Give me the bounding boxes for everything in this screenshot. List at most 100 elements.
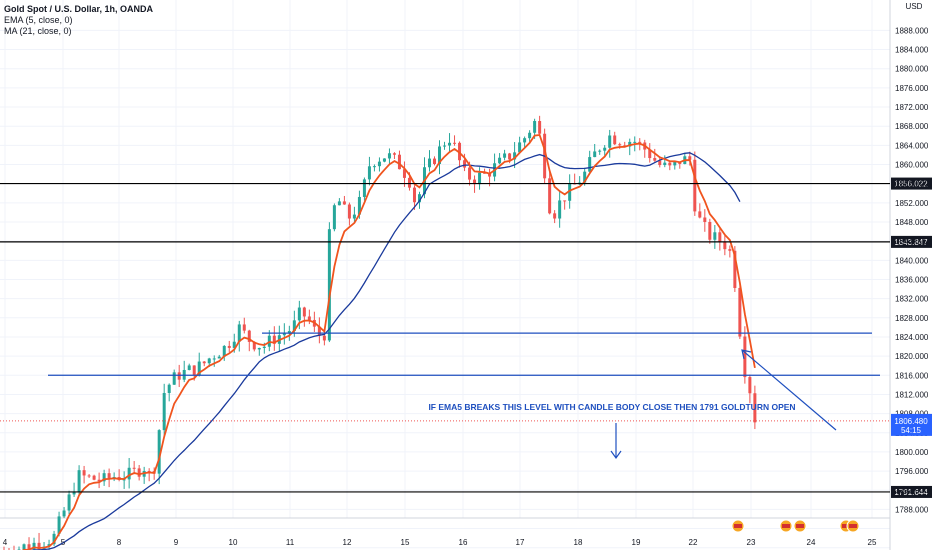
candle-body[interactable]	[708, 221, 712, 240]
candle-body[interactable]	[548, 178, 552, 214]
candle-body[interactable]	[297, 307, 301, 321]
candle-body[interactable]	[397, 154, 401, 170]
annotation-text[interactable]: IF EMA5 BREAKS THIS LEVEL WITH CANDLE BO…	[428, 402, 795, 412]
candle-body[interactable]	[202, 361, 206, 364]
candle-body[interactable]	[753, 393, 757, 423]
candle-body[interactable]	[342, 201, 346, 205]
candle-body[interactable]	[207, 358, 211, 364]
candle-body[interactable]	[693, 159, 697, 212]
candle-body[interactable]	[387, 153, 391, 159]
candle-body[interactable]	[463, 160, 467, 168]
candle-body[interactable]	[272, 335, 276, 344]
candle-body[interactable]	[192, 365, 196, 375]
candle-body[interactable]	[287, 331, 291, 334]
candle-body[interactable]	[347, 204, 351, 219]
candle-body[interactable]	[743, 336, 747, 378]
candle-body[interactable]	[362, 179, 366, 197]
candle-body[interactable]	[82, 470, 86, 476]
ma21-line[interactable]	[24, 152, 741, 550]
candle-body[interactable]	[688, 156, 692, 160]
candle-body[interactable]	[227, 345, 231, 348]
candle-body[interactable]	[608, 135, 612, 148]
candle-body[interactable]	[147, 471, 151, 473]
candle-body[interactable]	[568, 183, 572, 201]
candle-body[interactable]	[668, 162, 672, 166]
candle-body[interactable]	[222, 345, 226, 357]
candle-body[interactable]	[488, 172, 492, 177]
candle-body[interactable]	[72, 492, 76, 495]
candle-body[interactable]	[322, 335, 326, 341]
candle-body[interactable]	[187, 365, 191, 370]
ema-indicator-label[interactable]: EMA (5, close, 0)	[4, 15, 73, 25]
candle-body[interactable]	[172, 372, 176, 385]
candle-body[interactable]	[628, 141, 632, 147]
candle-body[interactable]	[593, 151, 597, 158]
candle-body[interactable]	[478, 172, 482, 185]
candle-body[interactable]	[443, 145, 447, 147]
candle-body[interactable]	[177, 372, 181, 380]
candle-body[interactable]	[728, 249, 732, 251]
candle-body[interactable]	[412, 187, 416, 203]
candle-body[interactable]	[87, 475, 91, 477]
candle-body[interactable]	[242, 324, 246, 331]
candle-body[interactable]	[67, 494, 71, 511]
candle-body[interactable]	[698, 211, 702, 218]
candle-body[interactable]	[302, 307, 306, 317]
candle-body[interactable]	[327, 229, 331, 341]
candle-body[interactable]	[638, 141, 642, 143]
candle-body[interactable]	[232, 341, 236, 348]
candle-body[interactable]	[598, 150, 602, 152]
candle-body[interactable]	[407, 177, 411, 188]
candle-body[interactable]	[252, 341, 256, 350]
candle-body[interactable]	[503, 153, 507, 158]
candle-body[interactable]	[132, 467, 136, 469]
candle-body[interactable]	[392, 153, 396, 155]
candle-body[interactable]	[483, 172, 487, 174]
candle-body[interactable]	[127, 467, 131, 480]
candle-body[interactable]	[553, 213, 557, 219]
candle-body[interactable]	[402, 169, 406, 178]
candle-body[interactable]	[137, 468, 141, 477]
candle-body[interactable]	[257, 347, 261, 350]
candle-body[interactable]	[458, 142, 462, 161]
symbol-title[interactable]: Gold Spot / U.S. Dollar, 1h, OANDA	[4, 4, 154, 14]
candle-body[interactable]	[603, 147, 607, 151]
candle-body[interactable]	[468, 167, 472, 180]
diagonal-arrow-shaft[interactable]	[741, 349, 837, 431]
candle-body[interactable]	[247, 330, 251, 342]
candle-body[interactable]	[217, 356, 221, 359]
candle-body[interactable]	[633, 141, 637, 143]
candle-body[interactable]	[663, 162, 667, 166]
candle-body[interactable]	[718, 232, 722, 243]
candle-body[interactable]	[357, 196, 361, 215]
candle-body[interactable]	[22, 544, 26, 550]
candle-body[interactable]	[317, 326, 321, 336]
candle-body[interactable]	[713, 232, 717, 240]
candle-body[interactable]	[52, 533, 56, 545]
candle-body[interactable]	[588, 157, 592, 172]
candle-body[interactable]	[307, 316, 311, 320]
candle-body[interactable]	[498, 157, 502, 164]
candle-body[interactable]	[197, 361, 201, 375]
candle-body[interactable]	[433, 158, 437, 164]
candle-body[interactable]	[653, 158, 657, 161]
candle-body[interactable]	[162, 392, 166, 431]
candle-body[interactable]	[37, 542, 41, 550]
candle-body[interactable]	[513, 152, 517, 160]
candle-body[interactable]	[352, 214, 356, 219]
candle-body[interactable]	[618, 144, 622, 146]
candle-body[interactable]	[583, 171, 587, 183]
candle-body[interactable]	[377, 161, 381, 167]
candle-body[interactable]	[167, 384, 171, 393]
candle-body[interactable]	[157, 430, 161, 474]
candle-body[interactable]	[237, 324, 241, 342]
candle-body[interactable]	[107, 473, 111, 479]
candle-body[interactable]	[32, 542, 36, 550]
candle-body[interactable]	[97, 479, 101, 482]
candle-body[interactable]	[57, 516, 61, 534]
candle-body[interactable]	[518, 142, 522, 153]
candle-body[interactable]	[673, 161, 677, 166]
candle-body[interactable]	[658, 160, 662, 166]
candle-body[interactable]	[212, 358, 216, 360]
